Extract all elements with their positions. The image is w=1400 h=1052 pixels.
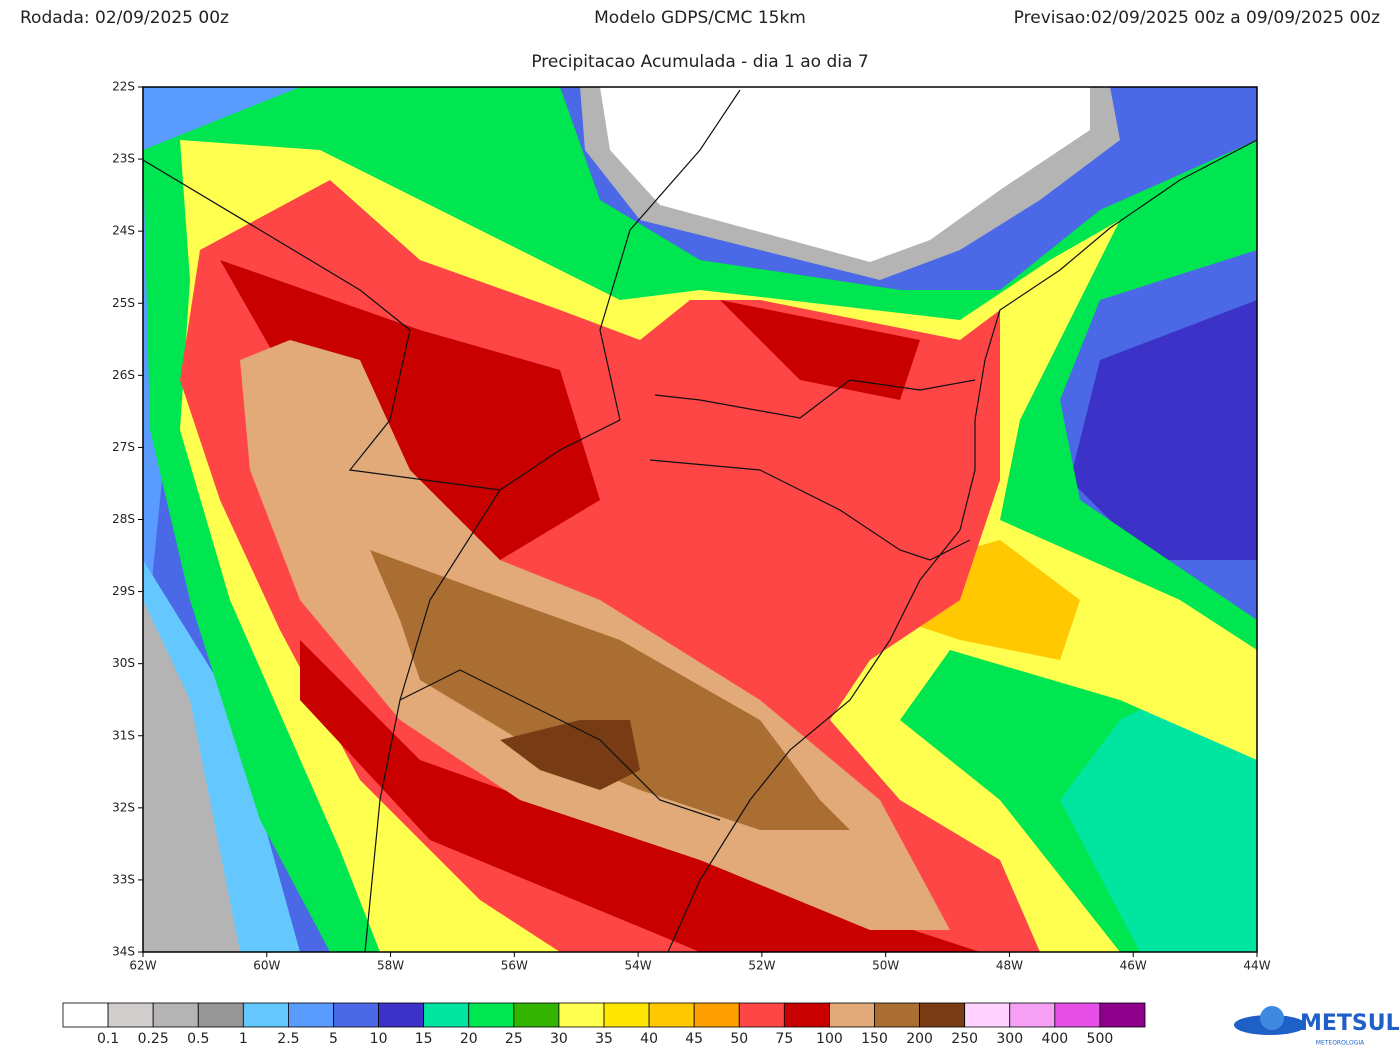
colorbar-label: 30 xyxy=(550,1031,568,1047)
precip-area xyxy=(220,260,600,560)
logo-globe xyxy=(1260,1006,1284,1030)
colorbar-swatch xyxy=(378,1002,425,1028)
lon-tick-label: 54W xyxy=(625,959,652,973)
colorbar-label: 15 xyxy=(415,1031,433,1047)
precipitation-field xyxy=(143,87,1257,952)
lat-tick-label: 26S xyxy=(112,368,135,382)
colorbar-label: 35 xyxy=(595,1031,613,1047)
model-label: Modelo GDPS/CMC 15km xyxy=(594,8,806,28)
state-border xyxy=(649,459,971,561)
colorbar: 0.1 0.25 0.5 1 2.5 5 10 15 20 25 30 35 40 45 50 75 100 15… xyxy=(62,1002,1146,1047)
colorbar-label: 250 xyxy=(951,1031,978,1047)
colorbar-label: 0.25 xyxy=(138,1031,169,1047)
colorbar-swatch xyxy=(152,1002,199,1028)
lat-tick-label: 28S xyxy=(112,512,135,526)
colorbar-swatch xyxy=(288,1002,334,1028)
colorbar-swatch xyxy=(513,1002,560,1028)
axis-ticks: 22S23S24S25S26S27S28S29S30S31S32S33S34S6… xyxy=(112,80,1271,973)
colorbar-swatch xyxy=(874,1002,920,1028)
lat-tick-label: 23S xyxy=(112,152,135,166)
precip-area xyxy=(720,300,920,400)
lon-tick-label: 52W xyxy=(748,959,775,973)
lon-tick-label: 46W xyxy=(1120,959,1147,973)
colorbar-label: 300 xyxy=(996,1031,1023,1047)
colorbar-swatch xyxy=(693,1002,740,1028)
precip-area xyxy=(143,600,240,952)
run-label: Rodada: 02/09/2025 00z xyxy=(20,8,229,28)
colorbar-label: 2.5 xyxy=(277,1031,299,1047)
colorbar-swatch xyxy=(107,1002,154,1028)
colorbar-swatch xyxy=(783,1002,830,1028)
lon-tick-label: 44W xyxy=(1243,959,1270,973)
lat-tick-label: 25S xyxy=(112,296,135,310)
lon-tick-label: 58W xyxy=(377,959,404,973)
lat-tick-label: 22S xyxy=(112,80,135,94)
colorbar-label: 150 xyxy=(861,1031,888,1047)
colorbar-swatch xyxy=(648,1002,695,1028)
colorbar-swatch xyxy=(964,1002,1011,1028)
logo-sub: METEOROLOGIA xyxy=(1316,1040,1365,1047)
logo: METSUL METEOROLOGIA xyxy=(1234,1006,1400,1047)
lat-tick-label: 24S xyxy=(112,224,135,238)
colorbar-label: 500 xyxy=(1087,1031,1114,1047)
colorbar-swatch xyxy=(1054,1002,1101,1028)
precip-area xyxy=(300,640,980,952)
colorbar-label: 45 xyxy=(685,1031,703,1047)
precip-area xyxy=(600,87,1090,262)
lon-tick-label: 60W xyxy=(253,959,280,973)
colorbar-swatch xyxy=(197,1002,244,1028)
colorbar-label: 0.1 xyxy=(97,1031,119,1047)
colorbar-swatch xyxy=(468,1002,515,1028)
colorbar-swatch xyxy=(919,1002,966,1028)
state-border xyxy=(654,379,976,419)
precip-area xyxy=(370,550,850,830)
colorbar-swatch xyxy=(738,1002,785,1028)
colorbar-label: 50 xyxy=(730,1031,748,1047)
precip-area xyxy=(500,720,640,790)
colorbar-swatch xyxy=(62,1002,109,1028)
lat-tick-label: 34S xyxy=(112,945,135,959)
colorbar-label: 100 xyxy=(816,1031,843,1047)
colorbar-label: 400 xyxy=(1041,1031,1068,1047)
lon-tick-label: 48W xyxy=(996,959,1023,973)
colorbar-label: 25 xyxy=(505,1031,523,1047)
colorbar-label: 20 xyxy=(460,1031,478,1047)
lon-tick-label: 56W xyxy=(501,959,528,973)
colorbar-swatch xyxy=(603,1002,650,1028)
colorbar-swatch xyxy=(558,1002,605,1028)
lat-tick-label: 32S xyxy=(112,800,135,814)
coastline xyxy=(667,139,1257,952)
precip-area xyxy=(1070,300,1257,560)
colorbar-label: 75 xyxy=(775,1031,793,1047)
colorbar-swatch xyxy=(1009,1002,1056,1028)
logo-name: METSUL xyxy=(1300,1011,1400,1036)
lat-tick-label: 30S xyxy=(112,656,135,670)
boundaries xyxy=(143,89,1257,952)
colorbar-label: 1 xyxy=(239,1031,248,1047)
colorbar-swatch xyxy=(829,1002,875,1028)
colorbar-swatch xyxy=(423,1002,470,1028)
colorbar-swatch xyxy=(242,1002,289,1028)
lat-tick-label: 31S xyxy=(112,728,135,742)
subtitle: Precipitacao Acumulada - dia 1 ao dia 7 xyxy=(531,52,868,72)
colorbar-label: 200 xyxy=(906,1031,933,1047)
colorbar-label: 5 xyxy=(329,1031,338,1047)
colorbar-label: 0.5 xyxy=(187,1031,209,1047)
lat-tick-label: 29S xyxy=(112,584,135,598)
lon-tick-label: 62W xyxy=(129,959,156,973)
lat-tick-label: 27S xyxy=(112,440,135,454)
border xyxy=(399,669,721,821)
lat-tick-label: 33S xyxy=(112,872,135,886)
colorbar-swatch xyxy=(1099,1002,1146,1028)
colorbar-label: 40 xyxy=(640,1031,658,1047)
lon-tick-label: 50W xyxy=(872,959,899,973)
forecast-label: Previsao:02/09/2025 00z a 09/09/2025 00z xyxy=(1014,8,1380,28)
colorbar-swatch xyxy=(333,1002,379,1028)
colorbar-label: 10 xyxy=(370,1031,388,1047)
